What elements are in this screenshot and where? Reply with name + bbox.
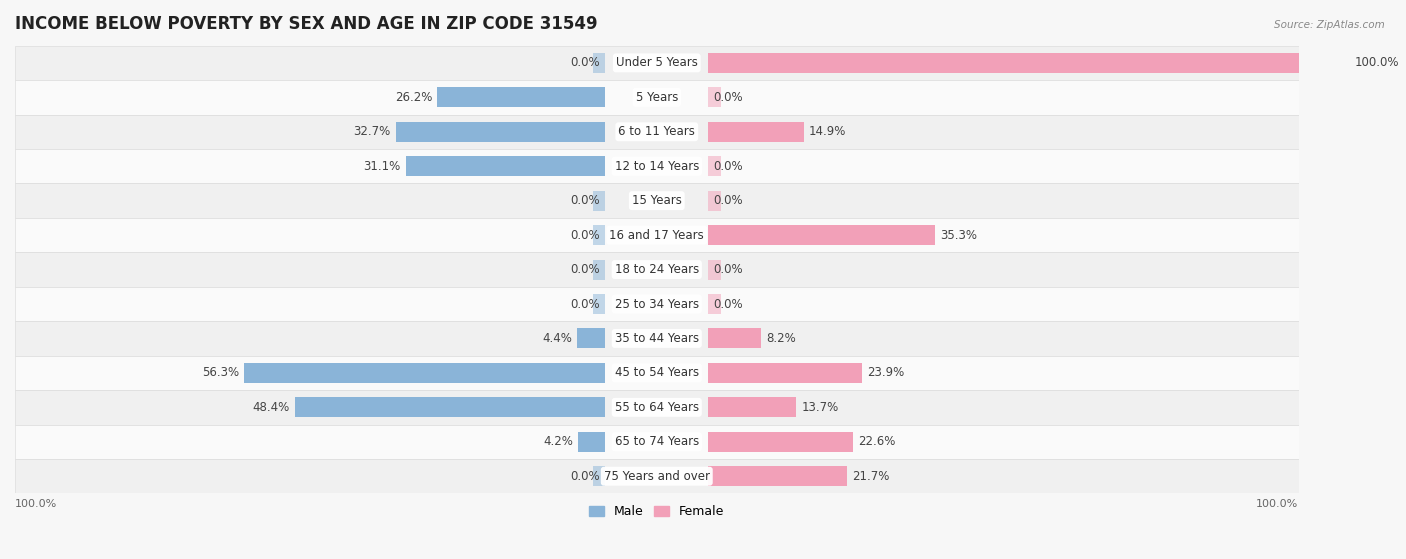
Text: 75 Years and over: 75 Years and over [603,470,710,483]
Bar [709,363,862,383]
Text: Source: ZipAtlas.com: Source: ZipAtlas.com [1274,20,1385,30]
Text: 100.0%: 100.0% [1355,56,1399,69]
Bar [15,459,1299,494]
Text: 35.3%: 35.3% [939,229,977,241]
Bar [709,191,721,211]
Bar [437,87,606,107]
Text: 100.0%: 100.0% [15,499,58,509]
Text: 0.0%: 0.0% [571,194,600,207]
Bar [592,466,606,486]
Bar [709,87,721,107]
Bar [15,425,1299,459]
Bar [709,329,761,348]
Bar [592,259,606,280]
Text: 55 to 64 Years: 55 to 64 Years [614,401,699,414]
Bar [709,122,804,142]
Text: 16 and 17 Years: 16 and 17 Years [609,229,704,241]
Bar [245,363,606,383]
Text: 25 to 34 Years: 25 to 34 Years [614,297,699,310]
Bar [709,259,721,280]
Text: 14.9%: 14.9% [808,125,846,138]
Bar [709,225,935,245]
Text: 0.0%: 0.0% [713,263,742,276]
Bar [709,466,848,486]
Bar [592,225,606,245]
Text: 0.0%: 0.0% [571,229,600,241]
Text: 5 Years: 5 Years [636,91,678,104]
Text: 0.0%: 0.0% [571,263,600,276]
Text: 12 to 14 Years: 12 to 14 Years [614,160,699,173]
Text: 56.3%: 56.3% [202,366,239,380]
Bar [15,183,1299,218]
Text: 26.2%: 26.2% [395,91,432,104]
Bar [578,432,606,452]
Bar [709,397,796,418]
Text: 0.0%: 0.0% [571,56,600,69]
Text: 6 to 11 Years: 6 to 11 Years [619,125,695,138]
Bar [592,53,606,73]
Bar [709,432,853,452]
Bar [592,294,606,314]
Text: 4.2%: 4.2% [544,435,574,448]
Bar [395,122,606,142]
Bar [578,329,606,348]
Text: 65 to 74 Years: 65 to 74 Years [614,435,699,448]
Text: 21.7%: 21.7% [852,470,890,483]
Bar [15,390,1299,425]
Text: 4.4%: 4.4% [543,332,572,345]
Text: 0.0%: 0.0% [713,91,742,104]
Text: 48.4%: 48.4% [253,401,290,414]
Text: 0.0%: 0.0% [571,470,600,483]
Text: 8.2%: 8.2% [766,332,796,345]
Bar [295,397,606,418]
Bar [15,252,1299,287]
Text: 15 Years: 15 Years [631,194,682,207]
Text: 22.6%: 22.6% [858,435,896,448]
Bar [406,156,606,176]
Text: 0.0%: 0.0% [713,194,742,207]
Bar [592,191,606,211]
Bar [709,156,721,176]
Bar [15,115,1299,149]
Text: 0.0%: 0.0% [713,160,742,173]
Legend: Male, Female: Male, Female [585,500,730,523]
Text: 13.7%: 13.7% [801,401,838,414]
Text: 100.0%: 100.0% [1257,499,1299,509]
Bar [709,53,1350,73]
Bar [15,287,1299,321]
Text: 31.1%: 31.1% [364,160,401,173]
Bar [15,46,1299,80]
Text: INCOME BELOW POVERTY BY SEX AND AGE IN ZIP CODE 31549: INCOME BELOW POVERTY BY SEX AND AGE IN Z… [15,15,598,33]
Text: 23.9%: 23.9% [866,366,904,380]
Bar [15,149,1299,183]
Bar [15,80,1299,115]
Text: 0.0%: 0.0% [571,297,600,310]
Text: Under 5 Years: Under 5 Years [616,56,697,69]
Text: 32.7%: 32.7% [353,125,391,138]
Text: 0.0%: 0.0% [713,297,742,310]
Bar [15,321,1299,356]
Text: 45 to 54 Years: 45 to 54 Years [614,366,699,380]
Bar [15,218,1299,252]
Text: 18 to 24 Years: 18 to 24 Years [614,263,699,276]
Text: 35 to 44 Years: 35 to 44 Years [614,332,699,345]
Bar [15,356,1299,390]
Bar [709,294,721,314]
